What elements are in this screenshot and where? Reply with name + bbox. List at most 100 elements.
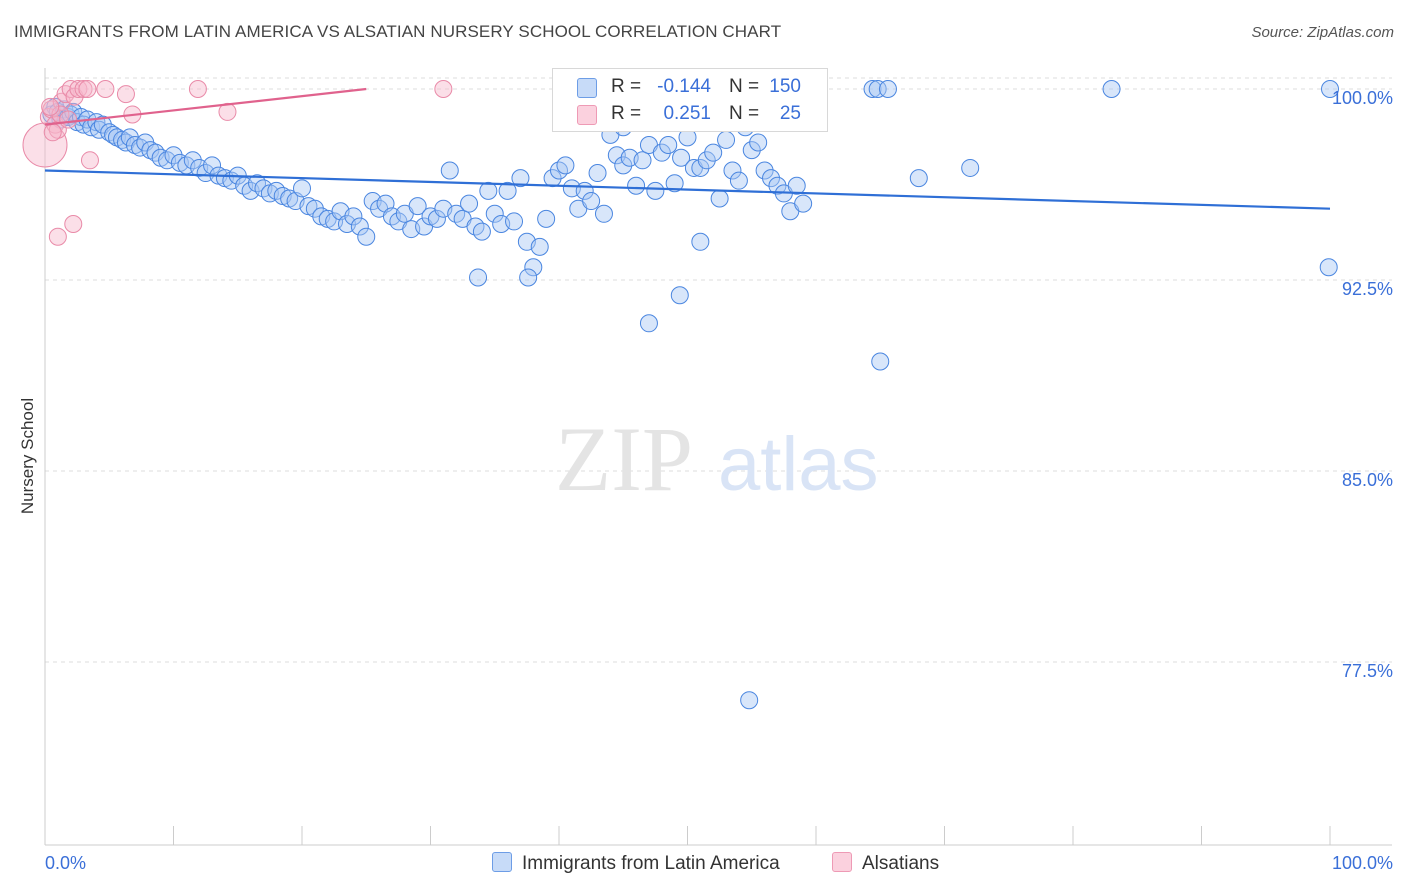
bottom-legend-pink: Alsatians <box>832 852 939 875</box>
point-latin-america <box>871 352 890 371</box>
point-latin-america <box>691 158 710 177</box>
point-latin-america <box>652 143 671 162</box>
point-latin-america <box>479 181 498 200</box>
legend-row-blue: R = -0.144 N = 150 <box>553 74 827 100</box>
trendline-latin-america <box>44 169 1331 210</box>
point-latin-america <box>519 268 538 287</box>
point-alsatians <box>59 110 78 129</box>
point-latin-america <box>183 151 202 170</box>
point-latin-america <box>1319 258 1338 277</box>
point-latin-america <box>164 146 183 165</box>
point-alsatians <box>48 227 67 246</box>
point-latin-america <box>1102 80 1121 98</box>
point-latin-america <box>530 237 549 256</box>
point-latin-america <box>440 161 459 180</box>
bottom-legend-swatch-pink <box>832 852 852 872</box>
chart-title: IMMIGRANTS FROM LATIN AMERICA VS ALSATIA… <box>14 22 782 41</box>
stats-legend: R = -0.144 N = 150 R = 0.251 N = 25 <box>552 68 828 132</box>
point-latin-america <box>704 143 723 162</box>
bottom-legend-label-blue: Immigrants from Latin America <box>522 853 780 874</box>
point-alsatians <box>78 80 97 98</box>
legend-r-label: R = <box>611 76 642 97</box>
point-latin-america <box>293 179 311 198</box>
grid-layer <box>45 77 1392 663</box>
point-latin-america <box>742 141 761 160</box>
point-latin-america <box>794 194 813 213</box>
axis-layer <box>44 68 1392 846</box>
point-alsatians <box>22 122 68 168</box>
point-latin-america <box>594 204 613 223</box>
point-latin-america <box>639 314 658 333</box>
point-alsatians <box>41 97 60 116</box>
bottom-legend-swatch-blue <box>492 852 512 872</box>
legend-n-label: N = <box>729 103 760 124</box>
watermark: ZIP atlas <box>555 408 879 510</box>
point-latin-america <box>633 151 652 170</box>
point-latin-america <box>1321 80 1339 98</box>
y-tick-label: 77.5% <box>1342 661 1393 681</box>
bottom-legend-label-pink: Alsatians <box>862 853 940 874</box>
point-latin-america <box>485 204 504 223</box>
legend-r-value: -0.144 <box>657 76 711 97</box>
legend-r-value: 0.251 <box>663 103 711 124</box>
point-latin-america <box>755 161 774 180</box>
point-latin-america <box>588 164 607 183</box>
point-alsatians <box>96 80 115 98</box>
point-latin-america <box>787 176 806 195</box>
legend-n-value: 150 <box>769 76 801 97</box>
point-latin-america <box>868 80 887 98</box>
trend-layer <box>44 87 1331 210</box>
legend-row-pink: R = 0.251 N = 25 <box>553 101 827 127</box>
point-latin-america <box>909 169 928 188</box>
point-latin-america <box>762 169 781 188</box>
y-tick-label: 92.5% <box>1342 279 1393 299</box>
point-latin-america <box>582 192 601 211</box>
point-latin-america <box>697 151 716 170</box>
y-tick-label: 85.0% <box>1342 470 1393 490</box>
point-latin-america <box>768 176 787 195</box>
point-latin-america <box>305 199 324 218</box>
point-latin-america <box>357 227 376 246</box>
point-alsatians <box>64 214 83 233</box>
point-latin-america <box>729 171 748 190</box>
trendline-alsatians <box>44 87 367 126</box>
point-latin-america <box>749 133 768 152</box>
point-latin-america <box>505 212 524 231</box>
point-alsatians <box>188 80 207 98</box>
point-alsatians <box>80 151 99 170</box>
point-latin-america <box>863 80 882 98</box>
point-latin-america <box>408 197 427 216</box>
point-latin-america <box>524 258 543 277</box>
legend-swatch-blue <box>577 78 597 98</box>
point-latin-america <box>878 80 897 98</box>
point-latin-america <box>627 176 646 195</box>
point-latin-america <box>646 181 665 200</box>
point-latin-america <box>614 156 633 175</box>
point-latin-america <box>961 158 980 177</box>
point-alsatians <box>434 80 453 98</box>
point-latin-america <box>665 174 684 193</box>
point-latin-america <box>691 232 710 251</box>
point-latin-america <box>511 169 530 188</box>
watermark-zip: ZIP <box>555 408 693 510</box>
legend-n-label: N = <box>729 76 760 97</box>
point-latin-america <box>670 286 689 305</box>
point-alsatians <box>74 80 93 98</box>
point-latin-america <box>350 217 369 236</box>
point-latin-america <box>556 156 575 175</box>
point-latin-america <box>472 222 491 241</box>
point-alsatians <box>116 85 135 104</box>
legend-swatch-pink <box>577 105 597 125</box>
point-latin-america <box>498 181 517 200</box>
point-latin-america <box>460 194 479 213</box>
point-latin-america <box>469 268 488 287</box>
point-latin-america <box>107 128 126 147</box>
y-tick-label: 100.0% <box>1332 88 1393 108</box>
point-alsatians <box>43 123 62 142</box>
point-latin-america <box>710 189 729 208</box>
labels-layer: 77.5% 85.0% 92.5% 100.0% 0.0% 100.0% Nursery S… <box>18 88 1393 873</box>
point-latin-america <box>61 105 80 124</box>
point-latin-america <box>659 136 678 155</box>
point-latin-america <box>141 141 160 160</box>
